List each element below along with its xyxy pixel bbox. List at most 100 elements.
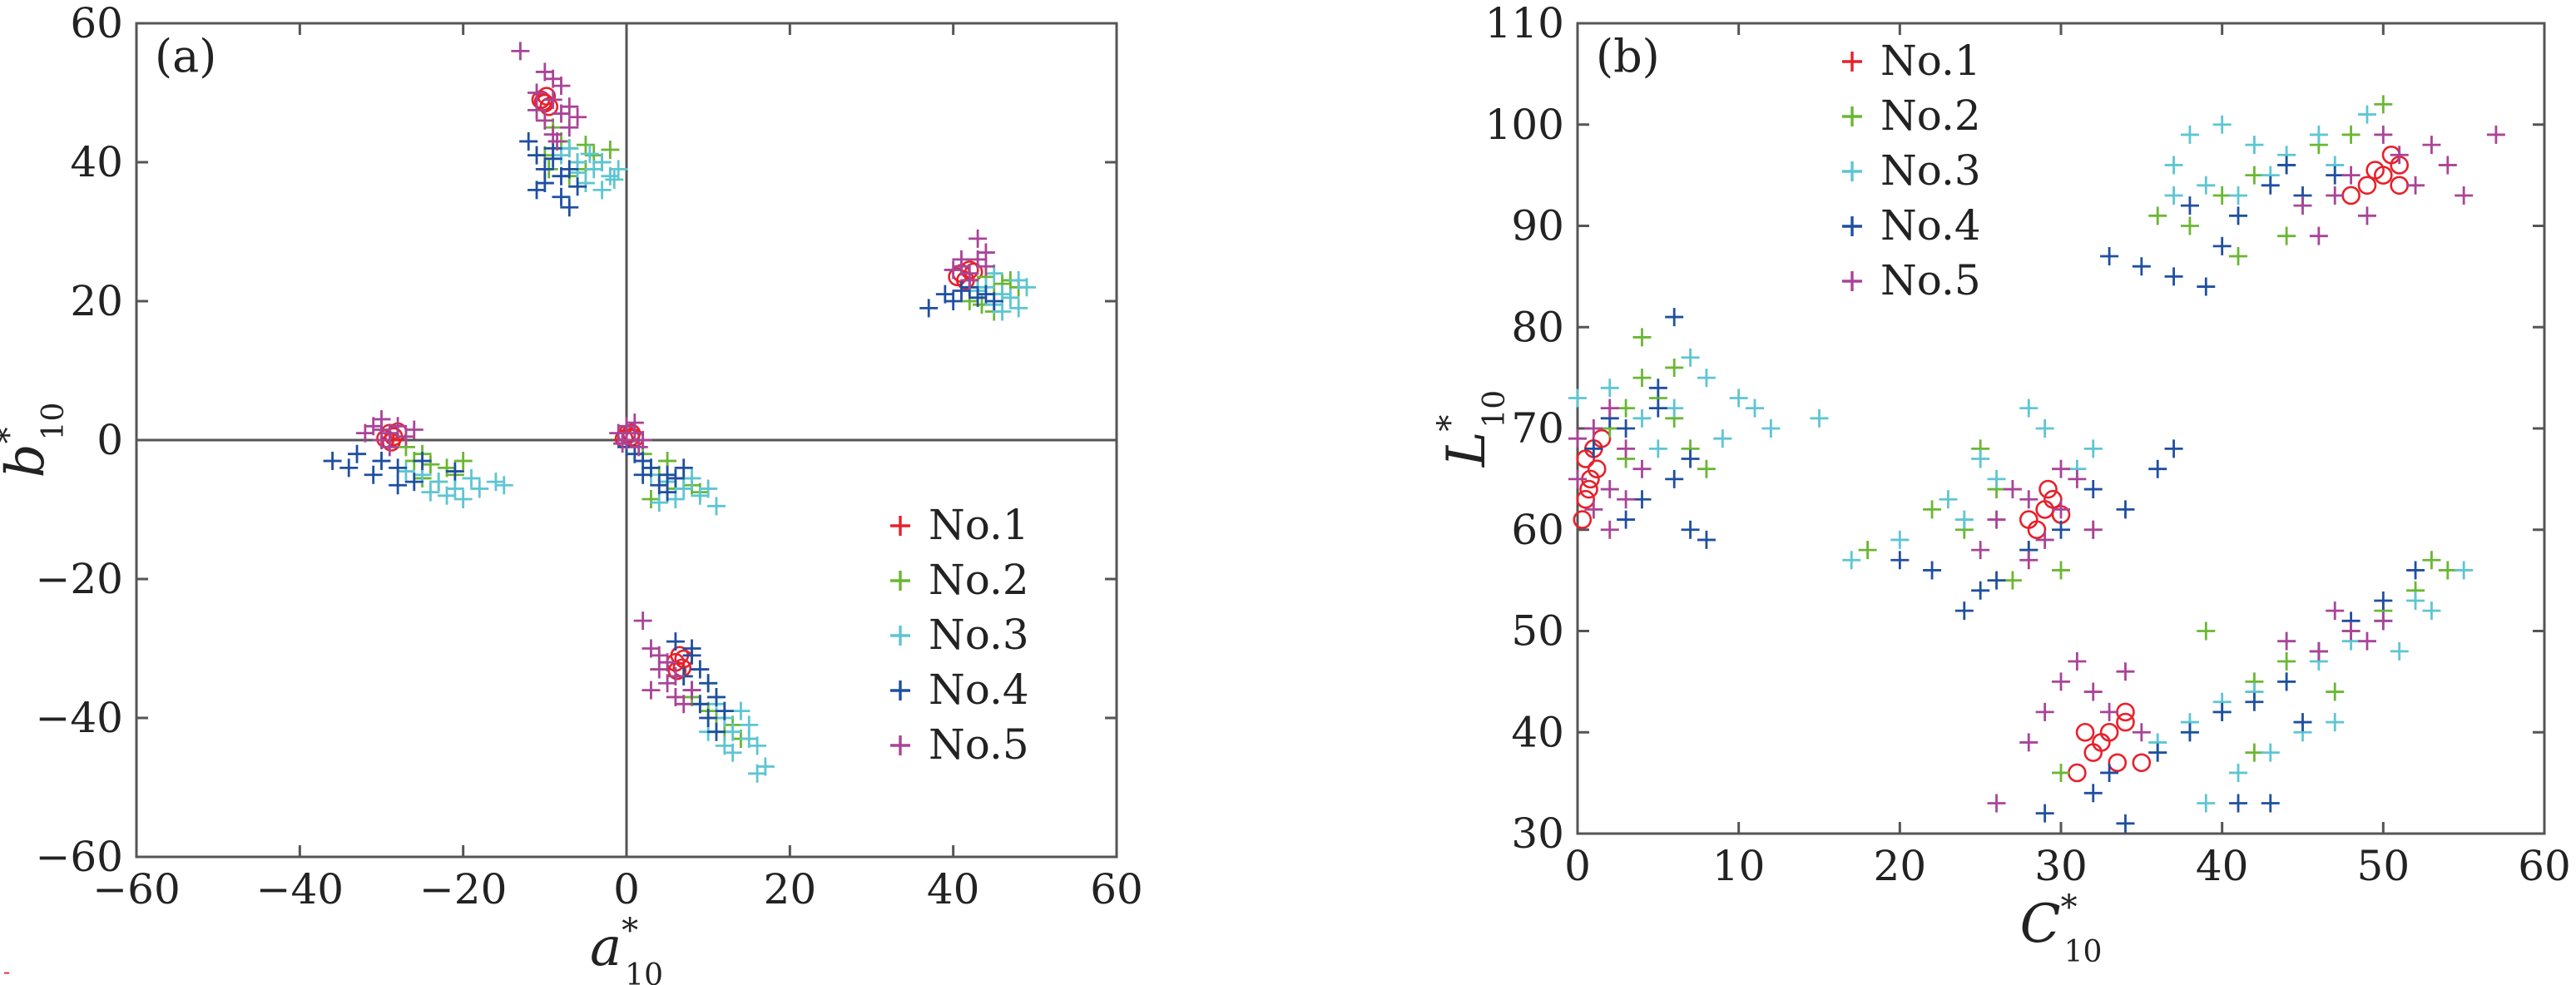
data-point (1954, 601, 1974, 621)
data-point (1939, 490, 1958, 509)
y-tick-label: 40 (70, 138, 123, 186)
data-point (2277, 156, 2296, 175)
data-point (2164, 267, 2183, 286)
data-point (2357, 631, 2376, 651)
data-point (2326, 713, 2345, 732)
data-point (494, 476, 513, 495)
data-point (2341, 186, 2361, 205)
series-no4 (1584, 156, 2425, 833)
data-point (2229, 247, 2248, 266)
data-point (2132, 257, 2151, 276)
data-point (2341, 166, 2361, 185)
data-point (1617, 510, 1636, 529)
data-point (2229, 186, 2248, 205)
data-point (2365, 161, 2385, 180)
data-point (2422, 136, 2441, 155)
data-point (323, 452, 342, 471)
y-axis-label-sub: 10 (1478, 390, 1512, 428)
data-point (1584, 419, 1603, 438)
data-point (2277, 631, 2296, 651)
data-point (650, 493, 669, 512)
legend-marker (1842, 216, 1862, 236)
data-point (2035, 530, 2054, 549)
data-point (2092, 733, 2111, 752)
x-tick-label: −60 (92, 865, 181, 913)
x-tick-label: −20 (419, 865, 508, 913)
y-tick-label: −60 (35, 833, 123, 881)
data-point (617, 431, 636, 449)
data-point (731, 701, 751, 720)
data-point (2326, 186, 2345, 205)
data-point (1729, 389, 1748, 408)
data-point (413, 452, 432, 471)
data-point (404, 473, 424, 492)
legend-entry: No.5 (929, 720, 1029, 769)
x-tick-label: 40 (2196, 842, 2249, 890)
data-point (380, 438, 399, 457)
data-point (552, 104, 571, 123)
data-point (1971, 581, 1990, 600)
data-point (755, 757, 775, 776)
data-point (1681, 520, 1700, 539)
data-point (2043, 489, 2063, 509)
data-point (576, 136, 595, 155)
panel-label: (b) (1596, 30, 1660, 82)
data-point (699, 674, 718, 693)
data-point (560, 118, 579, 137)
data-point (1592, 428, 1612, 448)
data-point (613, 434, 632, 453)
x-tick-label: 60 (1090, 865, 1143, 913)
data-point (1632, 490, 1652, 509)
data-point (1746, 398, 1765, 418)
data-point (2261, 176, 2280, 195)
data-point (748, 736, 767, 755)
data-point (706, 687, 726, 706)
data-point (1579, 479, 1598, 499)
data-point (2035, 419, 2054, 438)
data-point (976, 243, 995, 262)
legend-entry: No.1 (929, 501, 1029, 549)
data-point (2245, 136, 2264, 155)
data-point (2180, 125, 2199, 144)
x-tick-label: 40 (927, 865, 980, 913)
data-point (1665, 308, 1684, 327)
data-point (2132, 753, 2152, 773)
data-point (2212, 115, 2232, 134)
data-point (560, 160, 579, 179)
y-tick-label: 30 (1511, 809, 1564, 858)
data-point (658, 465, 677, 484)
data-point (1923, 561, 1942, 580)
data-point (1568, 389, 1587, 408)
y-axis-label-sub: 10 (37, 403, 71, 441)
data-point (2245, 166, 2264, 185)
data-point (2019, 733, 2039, 752)
data-point (2116, 814, 2135, 833)
data-point (2277, 226, 2296, 245)
data-point (528, 181, 547, 200)
y-tick-label: 110 (1485, 0, 1564, 47)
data-point (715, 736, 734, 755)
legend-entry: No.5 (1880, 256, 1981, 304)
data-point (2164, 156, 2183, 175)
data-point (2406, 176, 2425, 195)
data-point (2075, 722, 2095, 742)
data-point (2164, 186, 2183, 205)
data-point (658, 483, 677, 502)
data-point (919, 299, 939, 318)
data-point (470, 479, 489, 498)
y-tick-label: 20 (70, 277, 123, 325)
data-point (968, 229, 988, 248)
data-point (674, 695, 693, 714)
x-tick-label: 10 (1712, 842, 1766, 890)
data-point (682, 639, 701, 658)
legend-marker (1842, 106, 1862, 126)
y-axis-label: b* 10 (0, 403, 71, 478)
data-point (576, 174, 595, 193)
legend-marker (890, 626, 910, 646)
data-point (2052, 520, 2070, 539)
data-point (1600, 379, 1619, 398)
data-point (642, 681, 661, 700)
data-point (429, 473, 448, 492)
legend-marker (890, 571, 910, 591)
